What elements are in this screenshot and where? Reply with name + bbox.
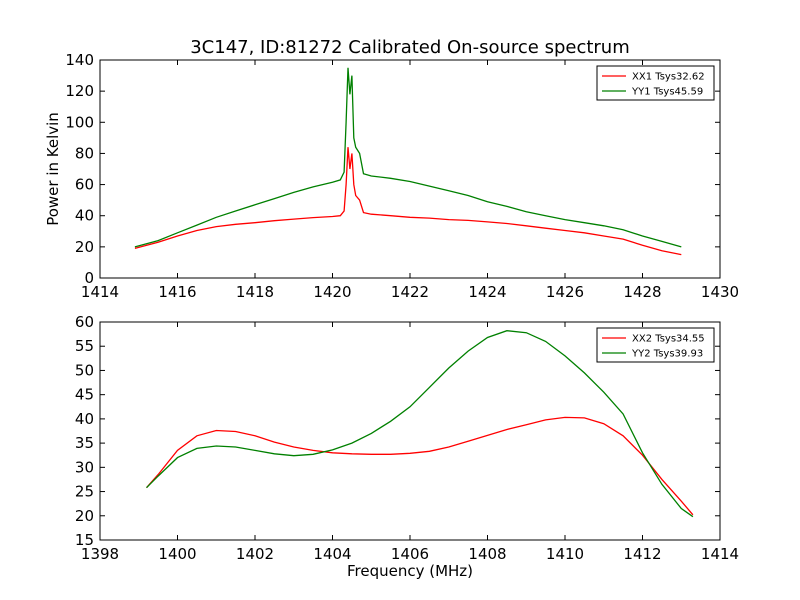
x-tick-label: 1400 [158, 545, 196, 563]
y-tick-label: 80 [75, 144, 94, 162]
y-tick-label: 40 [75, 207, 94, 225]
legend-box [596, 65, 715, 101]
legend-box [596, 327, 715, 363]
legend-label: YY2 Tsys39.93 [631, 349, 703, 360]
top-plot: 1414 1416 1418 1420 1422 1424 1426 1428 1430 0 20 4… [65, 51, 739, 301]
x-axis-label: Frequency (MHz) [347, 562, 473, 580]
series-line-0-0 [134, 147, 682, 256]
bottom-plot: 1398 1400 1402 1404 1406 1408 1410 1412 1414 15 20… [75, 313, 739, 563]
x-tick-label: 1424 [468, 283, 506, 301]
x-tick-label: 1406 [391, 545, 429, 563]
x-tick-label: 1416 [158, 283, 196, 301]
x-tick-label: 1412 [623, 545, 661, 563]
x-tick-label: 1418 [236, 283, 274, 301]
x-tick-label: 1422 [391, 283, 429, 301]
x-tick-label: 1402 [236, 545, 274, 563]
y-tick-label: 50 [75, 361, 94, 379]
y-axis-label-top: Power in Kelvin [44, 112, 62, 226]
legend-label: YY1 Tsys45.59 [631, 87, 703, 98]
x-tick-label: 1398 [81, 545, 119, 563]
x-tick-label: 1404 [313, 545, 351, 563]
x-tick-label: 1426 [546, 283, 584, 301]
x-tick-label: 1428 [623, 283, 661, 301]
y-tick-label: 45 [75, 386, 94, 404]
series-line-1-0 [146, 416, 694, 516]
legend-label: XX1 Tsys32.62 [632, 72, 705, 83]
y-tick-label: 100 [65, 113, 94, 131]
y-tick-label: 35 [75, 434, 94, 452]
x-tick-label: 1414 [701, 545, 739, 563]
series-line-0-1 [134, 67, 682, 248]
y-tick-label: 140 [65, 51, 94, 69]
x-tick-label: 1408 [468, 545, 506, 563]
y-tick-label: 25 [75, 483, 94, 501]
y-tick-label: 60 [75, 313, 94, 331]
y-tick-label: 120 [65, 82, 94, 100]
y-tick-label: 0 [84, 269, 94, 287]
legend: XX2 Tsys34.55 YY2 Tsys39.93 [596, 327, 715, 363]
x-tick-label: 1420 [313, 283, 351, 301]
y-tick-label: 30 [75, 458, 94, 476]
y-tick-label: 60 [75, 176, 94, 194]
x-tick-label: 1410 [546, 545, 584, 563]
series-line-1-1 [146, 330, 694, 518]
legend-label: XX2 Tsys34.55 [632, 334, 705, 345]
y-tick-label: 20 [75, 238, 94, 256]
y-tick-label: 20 [75, 507, 94, 525]
legend: XX1 Tsys32.62 YY1 Tsys45.59 [596, 65, 715, 101]
y-tick-label: 55 [75, 337, 94, 355]
chart-title: 3C147, ID:81272 Calibrated On-source spe… [190, 37, 630, 58]
x-tick-label: 1430 [701, 283, 739, 301]
y-tick-label: 40 [75, 410, 94, 428]
y-tick-label: 15 [75, 531, 94, 549]
x-tick-label: 1414 [81, 283, 119, 301]
